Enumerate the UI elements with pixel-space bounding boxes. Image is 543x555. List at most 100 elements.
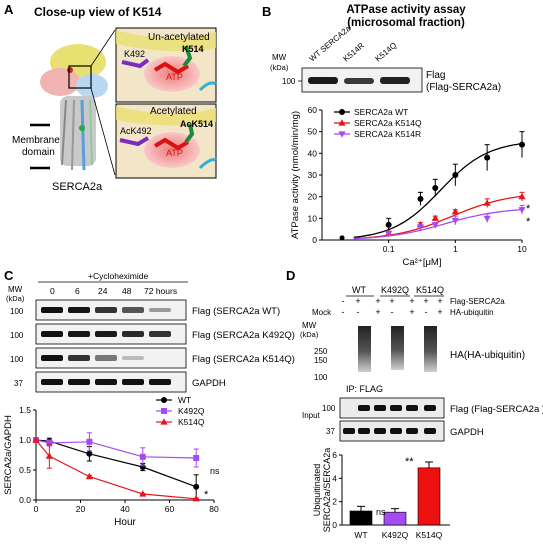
chart-b-legend-marker xyxy=(338,119,346,126)
sign-row1: + xyxy=(389,296,394,306)
chart-c-xtick-label: 0 xyxy=(34,504,39,514)
panel-b-blot-label-2: (Flag-SERCA2a) xyxy=(426,82,501,93)
membrane-label-line2: domain xyxy=(22,147,55,158)
chart-c-ytick-label: 0.0 xyxy=(19,495,31,505)
blot-wt-label: Flag (SERCA2a WT) xyxy=(192,306,280,317)
sign-row1: + xyxy=(437,296,442,306)
chart-b-point xyxy=(416,224,425,231)
panel-d-sign-rows: + + + + + +-- + - + - +- xyxy=(342,296,443,317)
chart-b-point xyxy=(484,154,491,161)
chart-c-point xyxy=(32,436,40,443)
chart-b-ytick-label: 60 xyxy=(308,105,318,115)
chart-d-category-label: K514Q xyxy=(416,530,443,540)
panel-b-letter: B xyxy=(262,4,271,19)
chart-c-point xyxy=(86,438,93,445)
panel-d-stars: ** xyxy=(405,456,414,468)
chart-c-point xyxy=(192,495,200,502)
group-k514q: K514Q xyxy=(416,285,444,295)
chart-b-point xyxy=(518,207,526,214)
chart-d-category-label: K492Q xyxy=(382,530,409,540)
sign-row1: + xyxy=(355,296,360,306)
chart-b-fit-2 xyxy=(353,208,523,240)
sign-row1: + xyxy=(423,296,428,306)
chart-b-legend-marker xyxy=(339,109,345,115)
panel-d-ip-blot xyxy=(340,322,444,386)
chart-b-point xyxy=(518,192,526,200)
chart-b-point xyxy=(452,172,459,178)
atp-label-top: ATP xyxy=(166,72,183,82)
chart-c-xtick-label: 40 xyxy=(120,504,130,514)
panel-b-star-1: * xyxy=(526,203,531,215)
chart-c-ytick-label: 1.0 xyxy=(19,435,31,445)
panel-d-mw-unit: (kDa) xyxy=(300,330,319,339)
chart-b-ylabel: ATPase activity (nmol/min/mg) xyxy=(290,111,301,239)
chart-c-ytick-label: 0.5 xyxy=(19,465,31,475)
panel-d-ns: ns xyxy=(376,507,386,517)
chart-d-ylabel-line1: Ubiquitinated xyxy=(312,464,322,517)
chart-b-point xyxy=(451,217,459,225)
sign-row1-mock: - xyxy=(342,296,345,306)
lane-label-k514r: K514R xyxy=(342,41,367,64)
chart-c-xlabel: Hour xyxy=(114,517,136,528)
chart-d-ytick-label: 6 xyxy=(332,450,337,460)
panel-a-letter: A xyxy=(4,2,14,17)
chart-b-point-baseline xyxy=(339,235,345,241)
group-k492q: K492Q xyxy=(381,285,409,295)
unacetylated-closeup: Un-acetylated K514 K492 ATP xyxy=(115,27,217,103)
chart-d-ytick-label: 4 xyxy=(332,473,337,483)
sign-row2-mock: - xyxy=(342,307,345,317)
panel-c-chart: 0.0 0.5 1.0 1.5 0 20 40 60 80 Hour SERCA2a/GAPDH WT… xyxy=(3,395,219,528)
k492-label: K492 xyxy=(124,49,145,59)
panel-c-blot-gapdh: 37 GAPDH xyxy=(14,371,226,393)
chart-c-point xyxy=(86,450,93,457)
chart-b-ytick-label: 50 xyxy=(308,127,318,137)
chart-c-point xyxy=(139,490,147,497)
panel-b-title-line2: (microsomal fraction) xyxy=(347,17,465,29)
chart-b-point xyxy=(431,214,439,221)
sign-row2: - xyxy=(357,307,360,317)
blot-gapdh-mw: 37 xyxy=(14,379,23,388)
chart-b-fit-0 xyxy=(353,142,523,238)
acetylated-closeup: Acetylated AcK514 AcK492 ATP xyxy=(115,103,217,179)
panel-c-letter: C xyxy=(4,268,14,283)
chart-c-point xyxy=(193,455,200,461)
sign-row2: - xyxy=(391,307,394,317)
input-gapdh-mw: 37 xyxy=(326,427,335,436)
panel-d-ladder: 250 150 100 xyxy=(314,347,328,382)
input-label: Input xyxy=(302,411,321,420)
chart-b-legend-label: SERCA2a K514R xyxy=(354,129,421,139)
chart-c-point xyxy=(139,453,146,460)
atp-label-bottom: ATP xyxy=(166,148,183,158)
row-ha-ubiquitin-label: HA-ubiquitin xyxy=(450,308,494,317)
chart-b-point xyxy=(385,230,393,238)
chart-b-point xyxy=(417,195,424,202)
chart-d-ytick-label: 2 xyxy=(332,497,337,507)
blot-k492q-label: Flag (SERCA2a K492Q) xyxy=(192,330,295,341)
panel-b-star-2: * xyxy=(526,216,531,228)
chart-d-ylabel-line2: SERCA2a/SERCA2a xyxy=(322,448,332,533)
panel-b: B ATPase activity assay (microsomal frac… xyxy=(262,4,531,268)
chart-b-ytick-label: 10 xyxy=(308,213,318,223)
chart-d-ytick-label: 0 xyxy=(332,520,337,530)
chart-b-xtick-label: 10 xyxy=(517,244,527,254)
panel-c-blot-wt: 100 Flag (SERCA2a WT) xyxy=(10,299,280,321)
panel-c-ns: ns xyxy=(210,466,220,476)
zoom-box xyxy=(68,65,92,89)
panel-d-mw: MW xyxy=(302,321,317,330)
chart-b-point xyxy=(483,215,491,223)
membrane-label-line1: Membrane xyxy=(12,135,60,146)
blot-k492q-mw: 100 xyxy=(10,331,24,340)
unacetylated-label: Un-acetylated xyxy=(148,32,210,43)
blot-gapdh-label: GAPDH xyxy=(192,378,226,389)
timepoint-48: 48 xyxy=(122,286,132,296)
chart-b-ytick-label: 20 xyxy=(308,192,318,202)
chart-b-xtick-label: 1 xyxy=(453,244,458,254)
panel-d-header-groups: WT K492Q K514Q xyxy=(346,285,444,297)
chart-b-ytick-label: 0 xyxy=(312,235,317,245)
panel-c-star: * xyxy=(204,489,209,501)
panel-c: C +Cycloheximide MW (kDa) 0 6 24 48 72 h… xyxy=(3,268,295,528)
input-flag-label: Flag (Flag-SERCA2a ) xyxy=(450,404,543,415)
ack514-label: AcK514 xyxy=(180,119,213,129)
